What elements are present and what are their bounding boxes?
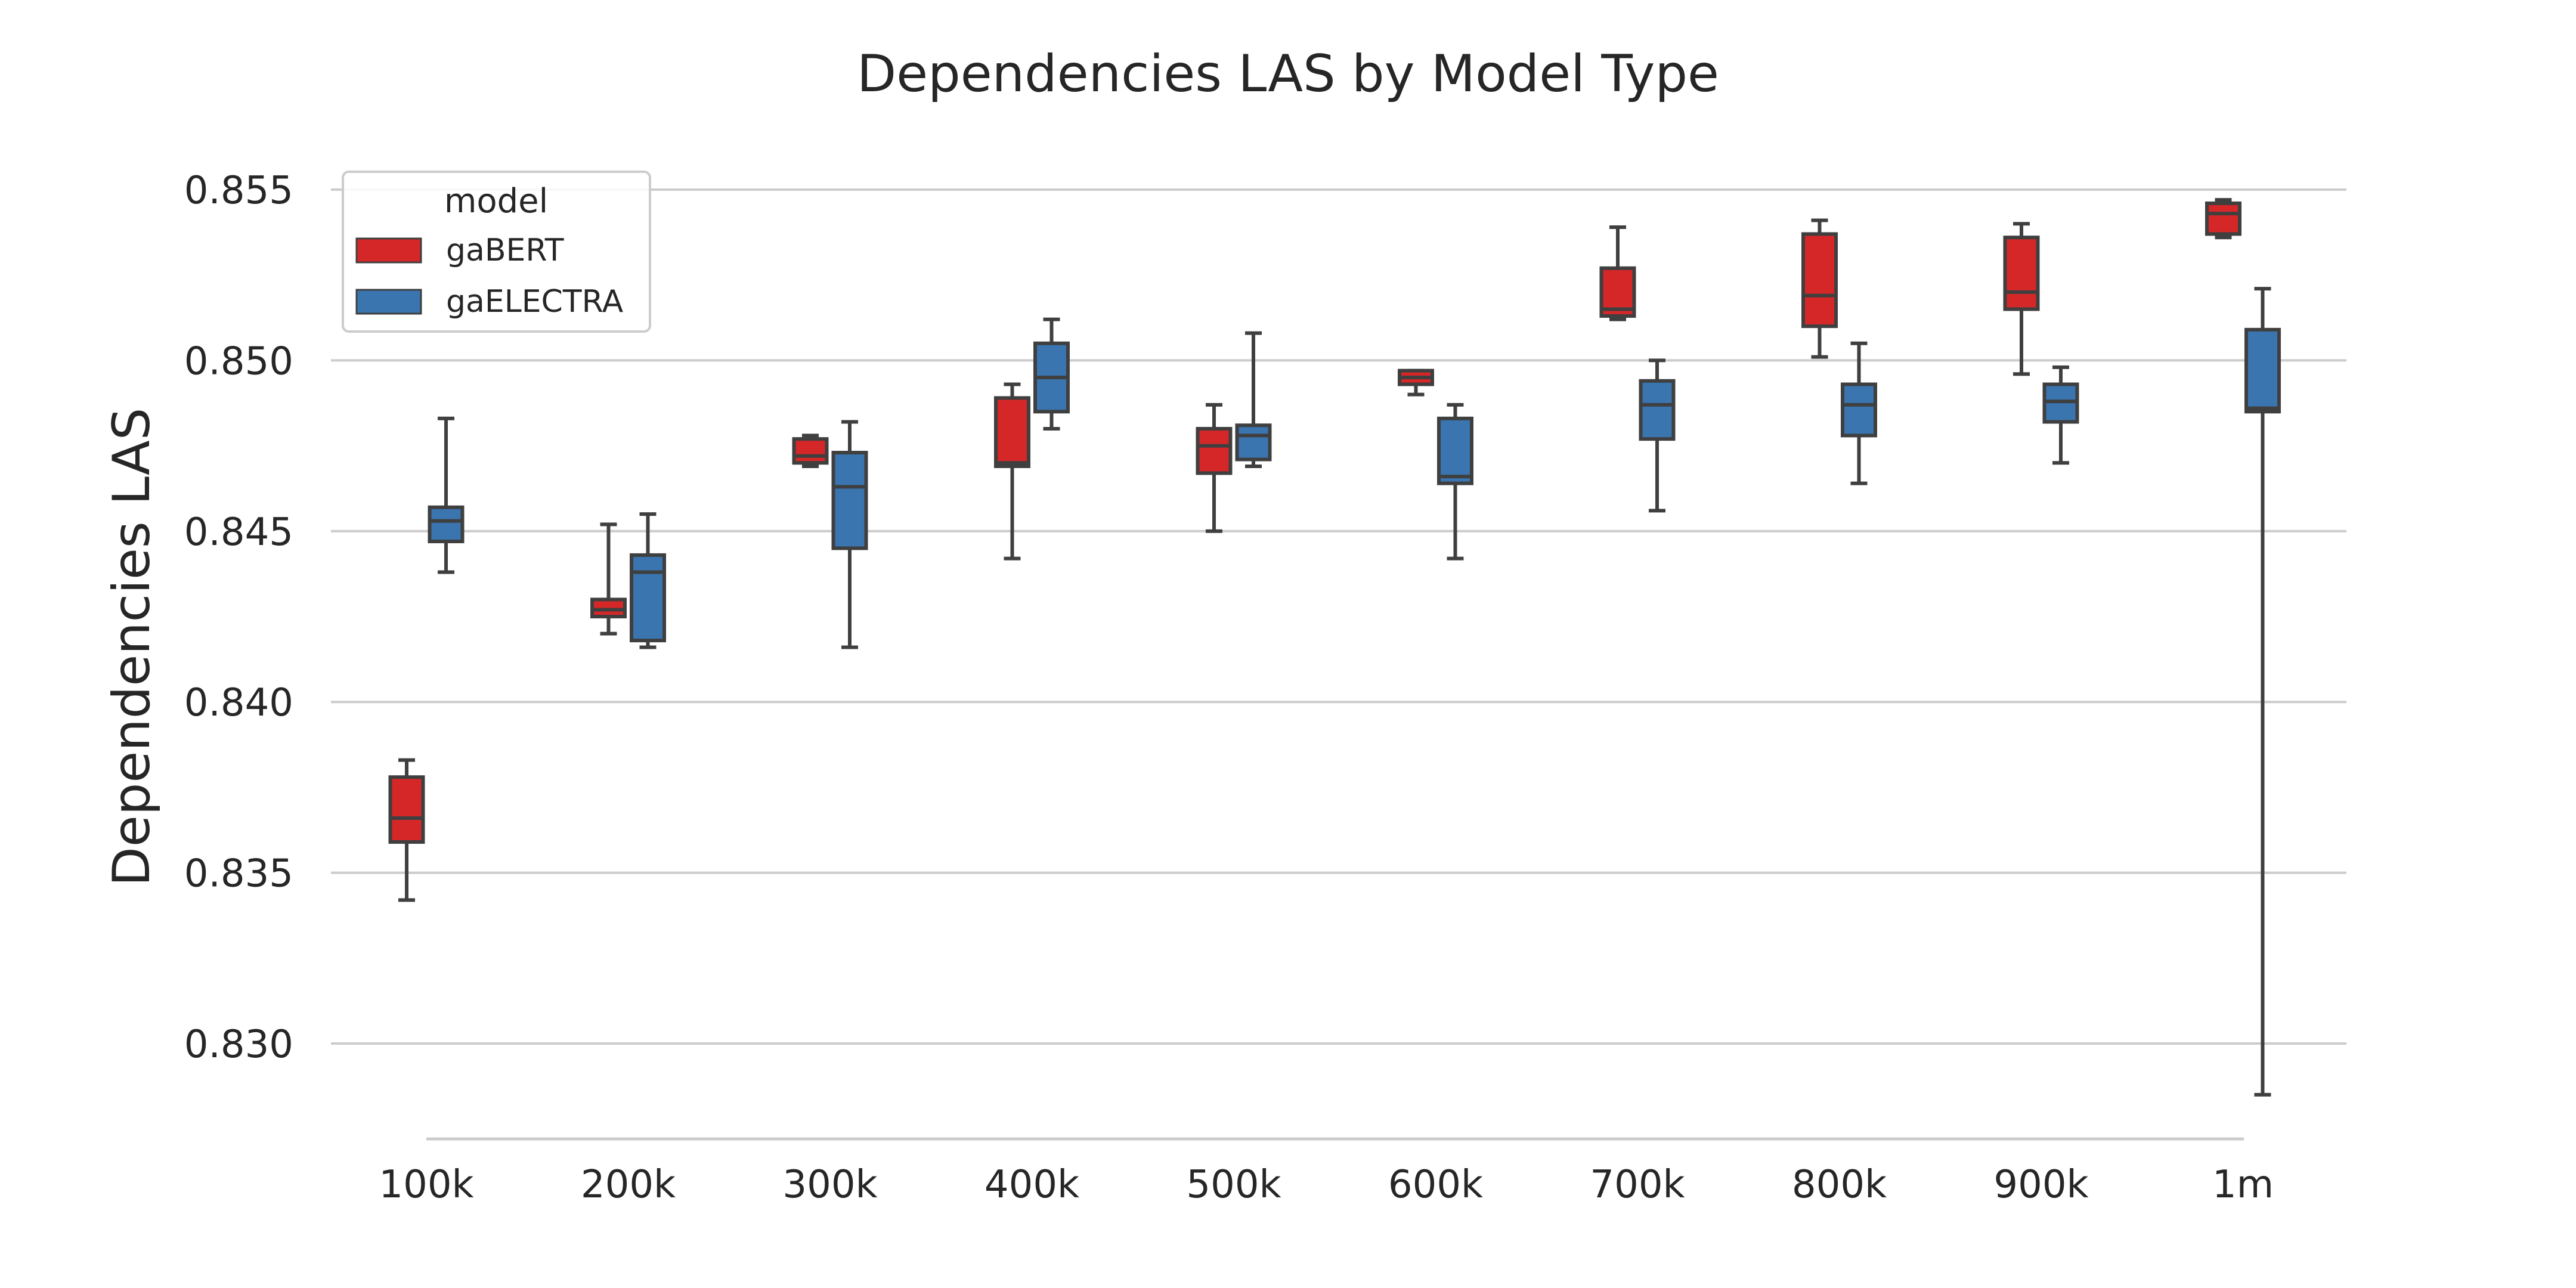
box-gabert-300k <box>792 434 829 468</box>
box-gaelectra-500k <box>1235 331 1272 468</box>
chart-title: Dependencies LAS by Model Type <box>857 44 1719 104</box>
box-gabert-1m <box>2205 198 2241 240</box>
box-body <box>428 505 465 543</box>
x-tick-label-300k: 300k <box>782 1163 877 1207</box>
x-tick-label-200k: 200k <box>581 1163 676 1207</box>
grid-lines <box>331 188 2346 1045</box>
box-body <box>2244 327 2281 414</box>
box-body <box>2003 236 2040 311</box>
box-gaelectra-700k <box>1639 358 1676 513</box>
x-tick-label-900k: 900k <box>1993 1163 2088 1207</box>
x-tick-label-600k: 600k <box>1388 1163 1483 1207</box>
box-body <box>792 437 829 465</box>
box-gabert-200k <box>590 522 627 636</box>
box-body <box>1639 379 1676 441</box>
x-tick-label-100k: 100k <box>379 1163 473 1207</box>
box-gabert-100k <box>388 758 425 902</box>
box-gaelectra-900k <box>2042 365 2079 465</box>
x-tick-labels: 100k 200k 300k 400k 500k 600k 700k 800k 900k 1m <box>379 1163 2274 1207</box>
y-tick-label-0.840: 0.840 <box>184 681 293 725</box>
y-tick-labels: 0.830 0.835 0.840 0.845 0.850 0.855 <box>184 169 293 1067</box>
y-tick-label-0.830: 0.830 <box>184 1023 293 1067</box>
legend-swatch-gabert <box>355 237 422 264</box>
legend-label-gabert: gaBERT <box>446 233 564 268</box>
x-tick-label-400k: 400k <box>984 1163 1079 1207</box>
y-tick-label-0.855: 0.855 <box>184 169 293 213</box>
box-gabert-800k <box>1801 218 1838 359</box>
x-tick-label-800k: 800k <box>1792 1163 1887 1207</box>
box-body <box>831 451 868 550</box>
box-body <box>388 775 425 844</box>
x-tick-label-500k: 500k <box>1186 1163 1281 1207</box>
box-gabert-400k <box>994 382 1030 561</box>
box-body <box>2205 201 2241 236</box>
box-body <box>1437 416 1473 485</box>
box-body <box>994 396 1030 468</box>
box-gabert-500k <box>1196 402 1233 533</box>
box-gaelectra-800k <box>1841 341 1877 485</box>
box-body <box>1801 232 1838 329</box>
box-gaelectra-300k <box>831 420 868 649</box>
box-gabert-600k <box>1398 369 1434 397</box>
x-tick-label-1m: 1m <box>2212 1163 2274 1207</box>
box-gaelectra-100k <box>428 416 465 574</box>
box-gaelectra-400k <box>1033 317 1070 431</box>
box-body <box>630 553 666 643</box>
x-tick-label-700k: 700k <box>1590 1163 1685 1207</box>
legend-label-gaelectra: gaELECTRA <box>446 284 624 320</box>
box-gaelectra-600k <box>1437 402 1473 561</box>
legend-title: model <box>444 182 548 221</box>
y-tick-label-0.835: 0.835 <box>184 852 293 896</box>
box-marks <box>388 198 2281 1097</box>
legend-swatch-gaelectra <box>355 289 422 315</box>
box-body <box>1196 426 1233 475</box>
legend: model gaBERT gaELECTRA <box>342 171 651 333</box>
y-axis-label: Dependencies LAS <box>102 408 162 887</box>
y-tick-label-0.845: 0.845 <box>184 510 293 555</box>
box-gaelectra-200k <box>630 512 666 649</box>
y-tick-label-0.850: 0.850 <box>184 339 293 383</box>
box-gabert-900k <box>2003 222 2040 376</box>
box-body <box>1841 382 1877 438</box>
box-gaelectra-1m <box>2244 287 2281 1097</box>
box-body <box>1235 423 1272 462</box>
box-gabert-700k <box>1599 225 1636 321</box>
